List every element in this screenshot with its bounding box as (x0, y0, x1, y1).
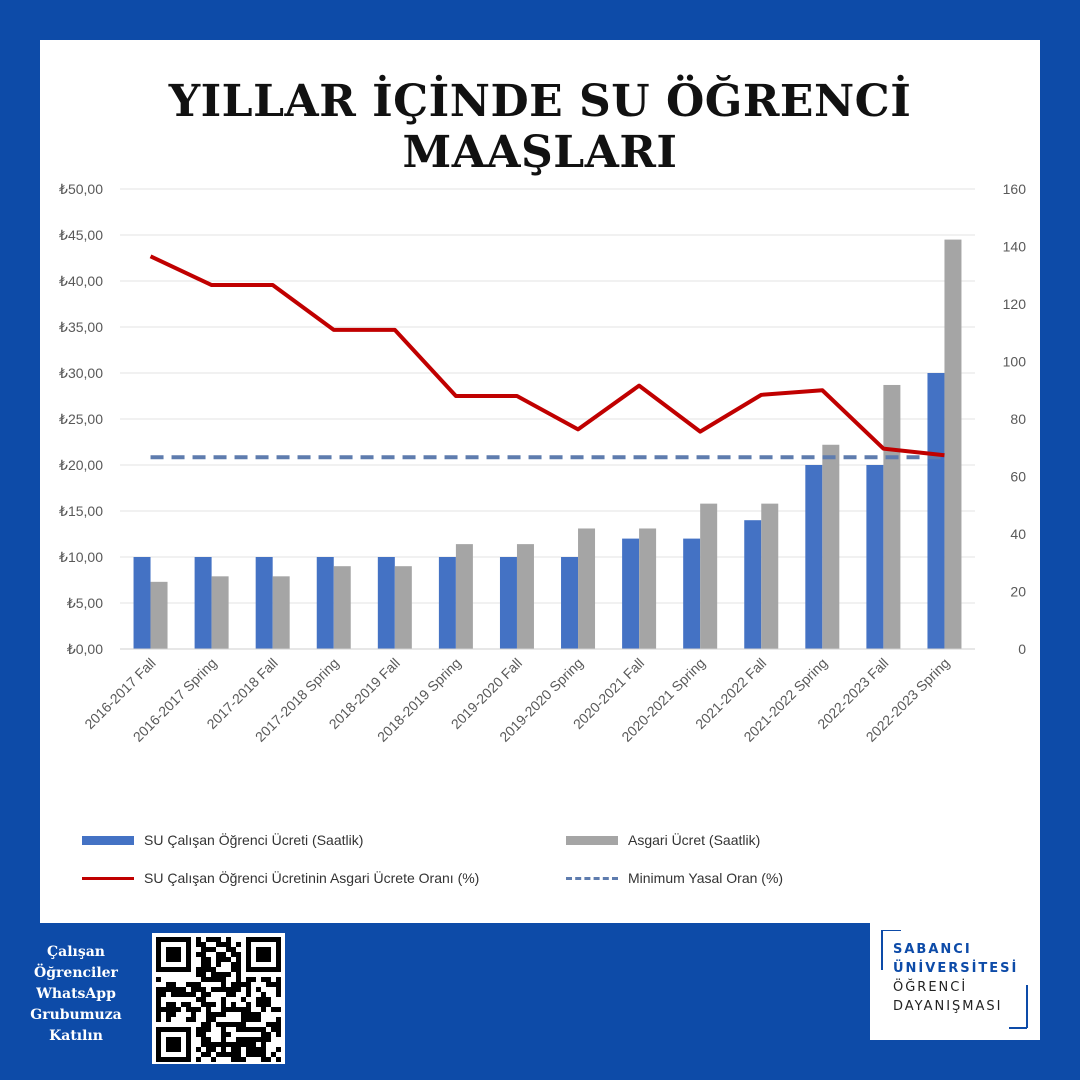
logo-line: ÜNİVERSİTESİ (893, 961, 1019, 976)
bar-min-wage (272, 576, 290, 649)
y-left-tick-label: ₺45,00 (59, 227, 103, 243)
y-left-tick-label: ₺20,00 (59, 457, 103, 473)
logo: SABANCI ÜNİVERSİTESİ ÖĞRENCİ DAYANIŞMASI (893, 940, 1018, 1016)
bar-min-wage (578, 528, 596, 649)
legend-label-min-wage: Asgari Ücret (Saatlik) (628, 832, 761, 848)
legend-label-su-wage: SU Çalışan Öğrenci Ücreti (Saatlik) (144, 832, 364, 848)
bar-su-wage (377, 557, 395, 649)
y-left-tick-label: ₺10,00 (59, 549, 103, 565)
y-right-tick-label: 80 (1010, 411, 1026, 427)
whatsapp-invite-line: Öğrenciler (34, 965, 118, 981)
bar-su-wage (683, 538, 701, 649)
bar-min-wage (822, 444, 840, 649)
y-left-tick-label: ₺35,00 (59, 319, 103, 335)
page-title: YILLAR İÇİNDE SU ÖĞRENCİ MAAŞLARI (168, 76, 912, 178)
legend-item-su-wage: SU Çalışan Öğrenci Ücreti (Saatlik) (82, 832, 363, 848)
y-left-tick-label: ₺50,00 (59, 181, 103, 197)
legend-label-legal-ratio: Minimum Yasal Oran (%) (628, 870, 784, 886)
qr-code-icon[interactable] (152, 933, 285, 1064)
bar-min-wage (211, 576, 229, 649)
bar-min-wage (761, 503, 779, 649)
bar-min-wage (883, 384, 901, 649)
bar-min-wage (455, 544, 473, 649)
legend-item-min-wage: Asgari Ücret (Saatlik) (566, 832, 760, 848)
bar-min-wage (516, 544, 534, 649)
y-left-tick-label: ₺40,00 (59, 273, 103, 289)
logo-line: DAYANIŞMASI (893, 999, 1003, 1014)
y-left-tick-label: ₺0,00 (67, 641, 103, 657)
legend-swatch-ratio (82, 876, 134, 880)
bar-su-wage (194, 557, 212, 649)
legend-swatch-legal-ratio (566, 876, 618, 880)
legend-swatch-min-wage (566, 835, 618, 845)
bar-min-wage (333, 566, 351, 649)
legend-swatch-su-wage (82, 835, 134, 845)
y-right-tick-label: 0 (1018, 641, 1026, 657)
whatsapp-invite-line: WhatsApp (36, 986, 116, 1002)
bar-su-wage (622, 538, 640, 649)
y-right-tick-label: 160 (1003, 181, 1027, 197)
bar-min-wage (394, 566, 412, 649)
whatsapp-invite-text: Çalışan Öğrenciler WhatsApp Grubumuza Ka… (14, 942, 138, 1047)
logo-frame-icon (881, 930, 1028, 1029)
bar-su-wage (805, 465, 823, 649)
y-right-tick-label: 60 (1010, 469, 1026, 485)
bar-su-wage (927, 373, 945, 649)
y-right-tick-label: 120 (1003, 296, 1027, 312)
y-left-tick-label: ₺30,00 (59, 365, 103, 381)
legend-item-ratio: SU Çalışan Öğrenci Ücretinin Asgari Ücre… (82, 870, 479, 886)
bar-su-wage (255, 557, 273, 649)
bar-su-wage (133, 557, 151, 649)
bar-su-wage (744, 520, 762, 649)
y-right-tick-label: 20 (1010, 584, 1026, 600)
legend-label-ratio: SU Çalışan Öğrenci Ücretinin Asgari Ücre… (144, 870, 480, 886)
y-right-tick-label: 100 (1003, 354, 1027, 370)
bar-min-wage (944, 239, 962, 649)
bar-min-wage (639, 528, 657, 649)
line-ratio (149, 254, 945, 458)
y-right-tick-label: 40 (1010, 526, 1026, 542)
bar-su-wage (499, 557, 517, 649)
bar-su-wage (316, 557, 334, 649)
y-left-tick-label: ₺5,00 (67, 595, 103, 611)
y-right-tick-label: 140 (1003, 239, 1027, 255)
bar-min-wage (150, 581, 168, 649)
bar-min-wage (700, 503, 718, 649)
whatsapp-invite-line: Grubumuza (30, 1007, 122, 1023)
y-left-tick-label: ₺15,00 (59, 503, 103, 519)
bar-su-wage (438, 557, 456, 649)
whatsapp-invite-line: Katılın (49, 1028, 103, 1044)
logo-line: ÖĞRENCİ (893, 980, 968, 995)
y-left-tick-label: ₺25,00 (59, 411, 103, 427)
legend-item-legal-ratio: Minimum Yasal Oran (%) (566, 870, 783, 886)
logo-line: SABANCI (893, 942, 972, 957)
whatsapp-invite-line: Çalışan (47, 944, 105, 960)
logo-panel (870, 923, 1040, 1040)
bar-su-wage (561, 557, 579, 649)
bar-su-wage (866, 465, 884, 649)
